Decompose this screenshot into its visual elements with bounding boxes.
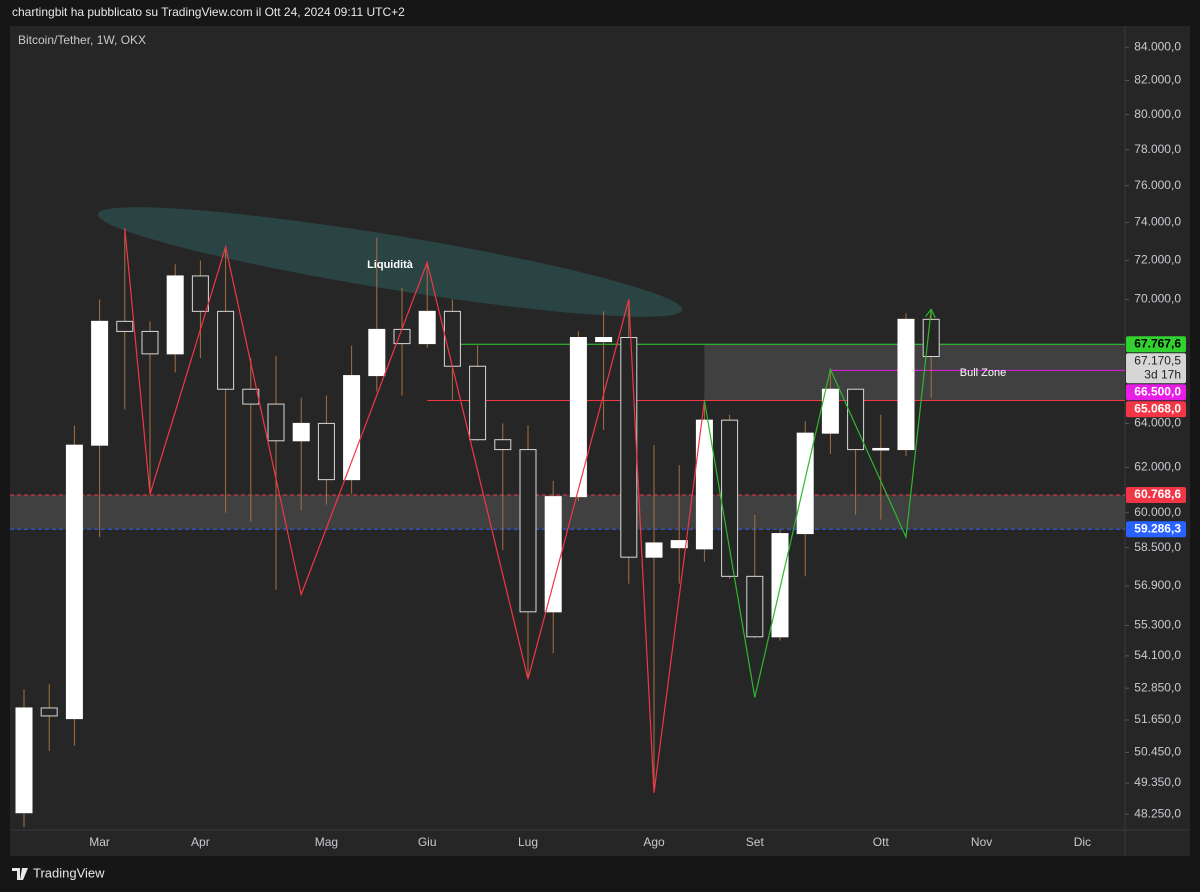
candle-body [821, 388, 839, 434]
y-tick-label: 78.000,0 [1134, 142, 1181, 156]
level-label: 60.768,6 [1134, 487, 1181, 501]
x-tick-label: Apr [191, 835, 210, 849]
chart-panel [10, 26, 1190, 856]
level-label: 67.767,6 [1134, 336, 1181, 350]
candle-body [746, 575, 764, 638]
candle-body [595, 337, 613, 343]
y-tick-label: 49.350,0 [1134, 775, 1181, 789]
candle-body [141, 330, 159, 355]
candle-body [292, 422, 310, 442]
candle-body [494, 439, 512, 451]
candle-body [317, 422, 335, 481]
y-tick-label: 62.000,0 [1134, 459, 1181, 473]
y-tick-label: 55.300,0 [1134, 618, 1181, 632]
x-tick-label: Set [746, 835, 765, 849]
y-tick-label: 80.000,0 [1134, 107, 1181, 121]
y-tick-label: 58.500,0 [1134, 540, 1181, 554]
candle-body [847, 388, 865, 451]
x-tick-label: Nov [971, 835, 992, 849]
level-label-bg [1126, 401, 1186, 418]
logo [12, 868, 28, 880]
candle-body [65, 444, 83, 720]
zigzags [124, 228, 931, 793]
candle-body [695, 419, 713, 550]
level-label-bg [1126, 521, 1186, 538]
y-tick-label: 60.000,0 [1134, 505, 1181, 519]
level-label: 59.286,3 [1134, 521, 1181, 535]
x-tick-label: Mar [89, 835, 110, 849]
y-tick-label: 72.000,0 [1134, 253, 1181, 267]
candle-body [15, 707, 33, 814]
countdown: 3d 17h [1144, 367, 1181, 381]
header-text: chartingbit ha pubblicato su TradingView… [12, 5, 405, 19]
zone [704, 344, 1125, 401]
y-tick-label: 82.000,0 [1134, 73, 1181, 87]
y-tick-label: 51.650,0 [1134, 712, 1181, 726]
candle-body [645, 542, 663, 558]
y-tick-label: 84.000,0 [1134, 39, 1181, 53]
y-tick-label: 76.000,0 [1134, 178, 1181, 192]
candle-body [897, 318, 915, 451]
y-tick-label: 74.000,0 [1134, 215, 1181, 229]
y-tick-label: 56.900,0 [1134, 578, 1181, 592]
level-label-bg [1126, 487, 1186, 504]
candle-body [544, 496, 562, 613]
price-axis: 84.000,0 82.000,0 80.000,0 78.000,0 76.000,0… [89, 39, 1181, 849]
candle-body [116, 320, 134, 332]
zone [10, 495, 1125, 530]
last-price-label: 67.170,5 [1134, 353, 1181, 367]
footer-text: TradingView [33, 865, 105, 880]
candle-body [242, 388, 260, 405]
candle-body [796, 432, 814, 535]
x-tick-label: Mag [315, 835, 338, 849]
y-tick-label: 64.000,0 [1134, 416, 1181, 430]
liquidity-ellipse [97, 207, 683, 317]
level-label-bg [1126, 384, 1186, 401]
x-tick-label: Giu [418, 835, 437, 849]
candle-body [368, 328, 386, 377]
candle-body [443, 310, 461, 367]
candle-body [469, 365, 487, 441]
last-price-label-bg [1126, 353, 1186, 384]
y-tick-label: 48.250,0 [1134, 806, 1181, 820]
candle-body [267, 403, 285, 442]
candle-body [418, 310, 436, 345]
levels [10, 343, 1125, 530]
annotation: Liquidità [367, 259, 414, 271]
candle-body [166, 275, 184, 355]
x-tick-label: Ago [643, 835, 665, 849]
candle-body [40, 707, 58, 717]
y-tick-label: 54.100,0 [1134, 648, 1181, 662]
candle-body [721, 419, 739, 577]
y-tick-label: 52.850,0 [1134, 680, 1181, 694]
candle-body [922, 318, 940, 358]
zigzag [124, 228, 705, 793]
candle-body [670, 540, 688, 549]
x-tick-label: Lug [518, 835, 538, 849]
zigzag [703, 309, 931, 698]
x-tick-label: Ott [873, 835, 890, 849]
candle-body [217, 310, 235, 390]
candle-body [872, 447, 890, 451]
candle-body [91, 320, 109, 446]
candle-body [343, 375, 361, 481]
level-label: 65.068,0 [1134, 401, 1181, 415]
level-label-bg [1126, 336, 1186, 353]
y-tick-label: 50.450,0 [1134, 745, 1181, 759]
candle-body [620, 337, 638, 558]
level-label: 66.500,0 [1134, 384, 1181, 398]
candle-body [569, 337, 587, 498]
x-tick-label: Dic [1074, 835, 1091, 849]
candle-body [519, 449, 537, 613]
y-tick-label: 70.000,0 [1134, 292, 1181, 306]
annotation: Bull Zone [960, 367, 1006, 379]
zones [10, 344, 1125, 530]
candle-body [393, 328, 411, 345]
price-labels: 67.767,6 67.170,53d 17h 66.500,0 65.068,0 60… [1126, 336, 1186, 538]
candle-body [771, 533, 789, 638]
candle-body [191, 275, 209, 312]
chart-title: Bitcoin/Tether, 1W, OKX [18, 33, 146, 47]
